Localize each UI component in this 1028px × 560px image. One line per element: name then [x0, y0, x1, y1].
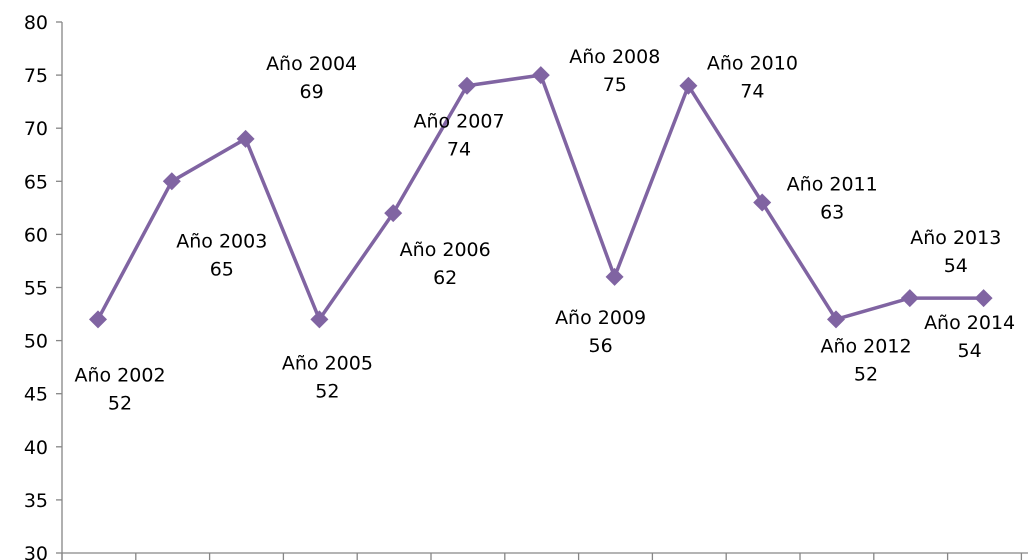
data-label: Año 2014 54	[924, 312, 1015, 362]
y-tick-label: 55	[24, 278, 48, 300]
data-label: Año 2013 54	[910, 227, 1001, 277]
data-label-value: 69	[300, 81, 324, 103]
data-point-marker	[974, 289, 993, 308]
data-point-marker	[531, 66, 550, 85]
data-labels: Año 2002 52 Año 2003 65 Año 2004 69 Año 2005 52…	[74, 46, 1015, 414]
y-tick-label: 35	[24, 490, 48, 512]
data-label-category: Año 2003	[176, 230, 267, 252]
y-tick-label: 30	[24, 543, 48, 560]
data-label-value: 75	[603, 74, 627, 96]
data-label-category: Año 2004	[266, 53, 357, 75]
data-label-value: 52	[108, 392, 132, 414]
data-label-value: 54	[958, 340, 982, 362]
y-tick-label: 40	[24, 437, 48, 459]
data-label-category: Año 2013	[910, 227, 1001, 249]
data-label: Año 2008 75	[569, 46, 660, 96]
data-label: Año 2006 62	[400, 239, 491, 289]
data-label: Año 2010 74	[707, 53, 798, 103]
data-label-category: Año 2007	[413, 111, 504, 133]
data-label: Año 2009 56	[555, 307, 646, 357]
data-point-marker	[900, 289, 919, 308]
data-label: Año 2004 69	[266, 53, 357, 103]
y-tick-label: 75	[24, 65, 48, 87]
chart-axes: 30 35 40 45 50 55 60 65 70 75 80	[24, 12, 1028, 560]
data-label: Año 2011 63	[787, 174, 878, 224]
y-tick-label: 80	[24, 12, 48, 34]
data-label-value: 62	[433, 267, 457, 289]
y-tick-label: 65	[24, 171, 48, 193]
data-point-marker	[753, 193, 772, 212]
y-tick-label: 70	[24, 118, 48, 140]
data-label-category: Año 2014	[924, 312, 1015, 334]
y-tick-label: 60	[24, 224, 48, 246]
data-point-marker	[162, 172, 181, 191]
data-label-value: 52	[854, 363, 878, 385]
data-label-value: 54	[944, 255, 968, 277]
data-label-value: 52	[315, 380, 339, 402]
data-label: Año 2002 52	[74, 364, 165, 414]
y-tick-label: 45	[24, 384, 48, 406]
data-point-marker	[236, 129, 255, 148]
data-point-marker	[458, 76, 476, 95]
data-label-category: Año 2009	[555, 307, 646, 329]
series-line-layer	[96, 73, 984, 322]
data-label: Año 2012 52	[820, 335, 911, 385]
data-label-category: Año 2012	[820, 335, 911, 357]
data-label: Año 2007 74	[413, 111, 504, 161]
data-label-value: 63	[820, 202, 844, 224]
data-point-marker	[827, 310, 845, 329]
data-label-category: Año 2005	[282, 352, 373, 374]
data-point-marker	[605, 267, 624, 286]
data-label: Año 2005 52	[282, 352, 373, 402]
data-label-category: Año 2006	[400, 239, 491, 261]
data-label-value: 65	[210, 258, 234, 280]
data-label: Año 2003 65	[176, 230, 267, 280]
data-label-category: Año 2010	[707, 53, 798, 75]
series-line	[96, 73, 984, 322]
data-point-marker	[384, 204, 403, 223]
data-label-category: Año 2002	[74, 364, 165, 386]
data-label-category: Año 2011	[787, 174, 878, 196]
data-label-value: 74	[740, 81, 764, 103]
data-point-marker	[310, 310, 329, 329]
y-tick-label: 50	[24, 331, 48, 353]
data-markers	[89, 66, 993, 329]
data-point-marker	[679, 76, 698, 95]
data-label-category: Año 2008	[569, 46, 660, 68]
data-point-marker	[89, 310, 107, 329]
data-label-value: 74	[447, 139, 471, 161]
data-label-value: 56	[589, 335, 613, 357]
